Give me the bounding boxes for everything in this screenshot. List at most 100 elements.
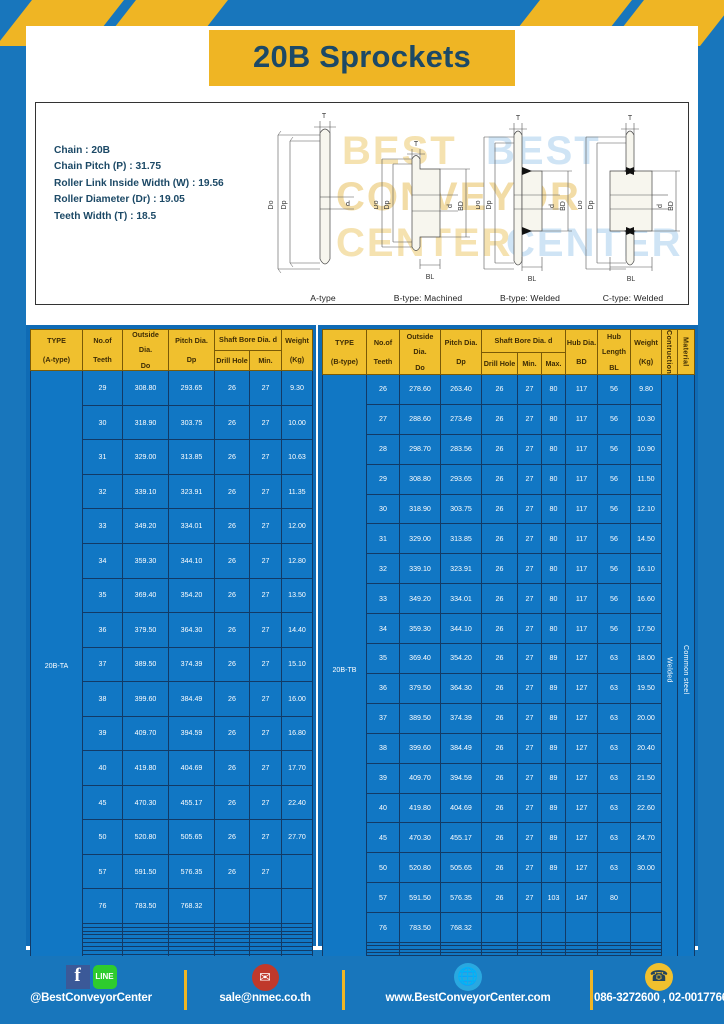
cell-bl: 63 bbox=[597, 792, 631, 824]
diagram-b-type-machined: T Do Dp d BD BL B-type: Machined bbox=[373, 109, 482, 304]
cell-dp: 384.49 bbox=[168, 681, 215, 717]
cell-min: 27 bbox=[517, 882, 542, 914]
cell-min: 27 bbox=[517, 433, 542, 465]
cell-weight: 16.00 bbox=[281, 681, 314, 717]
cell-teeth: 26 bbox=[366, 374, 400, 405]
cell-dp: 768.32 bbox=[168, 888, 215, 924]
page-title: 20B Sprockets bbox=[26, 30, 698, 86]
cell-drill: 26 bbox=[481, 613, 518, 645]
cell-weight bbox=[630, 912, 662, 943]
header-drill-hole-a: Drill Hole bbox=[214, 349, 250, 372]
svg-text:BL: BL bbox=[528, 276, 537, 283]
footer-email[interactable]: ✉ sale@nmec.co.th bbox=[190, 962, 340, 1004]
cell-do: 591.50 bbox=[122, 853, 169, 890]
cell-do: 349.20 bbox=[122, 508, 169, 544]
cell-do: 379.50 bbox=[399, 672, 441, 704]
svg-text:Dp: Dp bbox=[281, 200, 288, 209]
cell-dp: 334.01 bbox=[168, 508, 215, 544]
cell-dp: 374.39 bbox=[440, 702, 482, 734]
header-min-b: Min. bbox=[517, 351, 542, 376]
cell-drill: 26 bbox=[481, 463, 518, 495]
diagram-caption-b-machined: B-type: Machined bbox=[393, 293, 463, 303]
table-row: 50 520.80 505.65 26 27 27.70 bbox=[31, 819, 314, 855]
cell-bd: 117 bbox=[565, 553, 598, 585]
table-row: 27 288.60 273.49 26 27 80 117 56 10.30 bbox=[323, 403, 695, 435]
cell-dp: 354.20 bbox=[168, 577, 215, 614]
cell-bd: 117 bbox=[565, 523, 598, 555]
cell-teeth: 45 bbox=[82, 784, 123, 821]
cell-do: 419.80 bbox=[122, 750, 169, 786]
cell-do: 379.50 bbox=[122, 612, 169, 648]
cell-bl: 56 bbox=[597, 463, 631, 495]
header-hub-dia-b: Hub Dia. BD bbox=[565, 328, 598, 376]
cell-teeth: 36 bbox=[82, 612, 123, 648]
cell-type-label: 20B-TA bbox=[30, 370, 83, 963]
cell-do: 369.40 bbox=[399, 643, 441, 674]
cell-do: 389.50 bbox=[399, 702, 441, 734]
cell-bd: 117 bbox=[565, 493, 598, 525]
cell-dp: 354.20 bbox=[440, 643, 482, 674]
cell-max: 89 bbox=[541, 852, 566, 884]
cell-weight: 16.80 bbox=[281, 715, 314, 752]
cell-max: 89 bbox=[541, 643, 566, 674]
spec-line-roller: Roller Diameter (Dr) : 19.05 bbox=[54, 194, 185, 206]
header-bore-group-a: Shaft Bore Dia. d bbox=[213, 329, 283, 351]
cell-dp: 768.32 bbox=[440, 912, 482, 943]
table-row: 30 318.90 303.75 26 27 80 117 56 12.10 bbox=[323, 493, 695, 525]
line-icon[interactable]: LINE bbox=[92, 965, 117, 989]
table-row: 38 399.60 384.49 26 27 16.00 bbox=[31, 681, 314, 717]
cell-teeth: 39 bbox=[82, 715, 123, 752]
globe-icon[interactable]: 🌐 bbox=[454, 963, 482, 991]
cell-dp: 394.59 bbox=[168, 715, 215, 752]
cell-min: 27 bbox=[248, 577, 283, 614]
cell-weight: 19.50 bbox=[630, 672, 662, 704]
svg-text:d: d bbox=[447, 204, 454, 208]
cell-max: 89 bbox=[541, 762, 566, 794]
table-row: 30 318.90 303.75 26 27 10.00 bbox=[31, 404, 314, 441]
phone-icon[interactable]: ☎ bbox=[645, 963, 673, 991]
table-row: 45 470.30 455.17 26 27 22.40 bbox=[31, 784, 314, 821]
cell-bl: 80 bbox=[597, 882, 631, 914]
footer-social[interactable]: f LINE @BestConveyorCenter bbox=[0, 962, 182, 1004]
svg-text:T: T bbox=[322, 113, 327, 120]
cell-drill bbox=[214, 888, 250, 924]
footer-divider bbox=[590, 970, 593, 1010]
cell-teeth: 40 bbox=[366, 792, 400, 824]
footer-phone-icon-row: ☎ bbox=[594, 962, 724, 992]
cell-weight: 20.40 bbox=[630, 732, 662, 764]
diagram-caption-a: A-type bbox=[310, 293, 336, 303]
cell-min: 27 bbox=[517, 374, 542, 405]
cell-bd: 117 bbox=[565, 613, 598, 645]
header-min-a: Min. bbox=[248, 349, 283, 372]
cell-dp: 576.35 bbox=[168, 853, 215, 890]
cell-min: 27 bbox=[517, 553, 542, 585]
footer-phone[interactable]: ☎ 086-3272600 , 02-0017766 bbox=[594, 962, 724, 1004]
cell-max: 80 bbox=[541, 613, 566, 645]
svg-text:BL: BL bbox=[627, 276, 636, 283]
cell-weight: 17.70 bbox=[281, 750, 314, 786]
footer-divider bbox=[184, 970, 187, 1010]
table-row: 76 783.50 768.32 bbox=[323, 912, 695, 943]
cell-teeth: 40 bbox=[82, 750, 123, 786]
mail-icon[interactable]: ✉ bbox=[251, 963, 279, 991]
cell-dp: 313.85 bbox=[168, 439, 215, 475]
footer-website[interactable]: 🌐 www.BestConveyorCenter.com bbox=[348, 962, 588, 1004]
facebook-icon[interactable]: f bbox=[65, 965, 90, 989]
cell-teeth: 57 bbox=[82, 853, 123, 890]
cell-do: 318.90 bbox=[399, 493, 441, 525]
cell-weight: 14.40 bbox=[281, 612, 314, 648]
cell-drill: 26 bbox=[481, 433, 518, 465]
cell-min: 27 bbox=[517, 732, 542, 764]
cell-max: 80 bbox=[541, 374, 566, 405]
cell-teeth: 34 bbox=[82, 542, 123, 579]
cell-construction: Welded bbox=[661, 374, 678, 967]
footer-social-icons: f LINE bbox=[0, 962, 182, 992]
svg-text:Do: Do bbox=[268, 200, 275, 209]
cell-teeth: 76 bbox=[82, 888, 123, 924]
cell-dp: 384.49 bbox=[440, 732, 482, 764]
cell-drill: 26 bbox=[481, 732, 518, 764]
cell-weight: 21.50 bbox=[630, 762, 662, 794]
table-b-container: TYPE (B-type) No.of Teeth Outside Dia. D… bbox=[318, 325, 698, 967]
cell-teeth: 38 bbox=[82, 681, 123, 717]
diagram-b-type-welded: T Do Dp d BD BL B-type: Welded bbox=[475, 109, 584, 304]
